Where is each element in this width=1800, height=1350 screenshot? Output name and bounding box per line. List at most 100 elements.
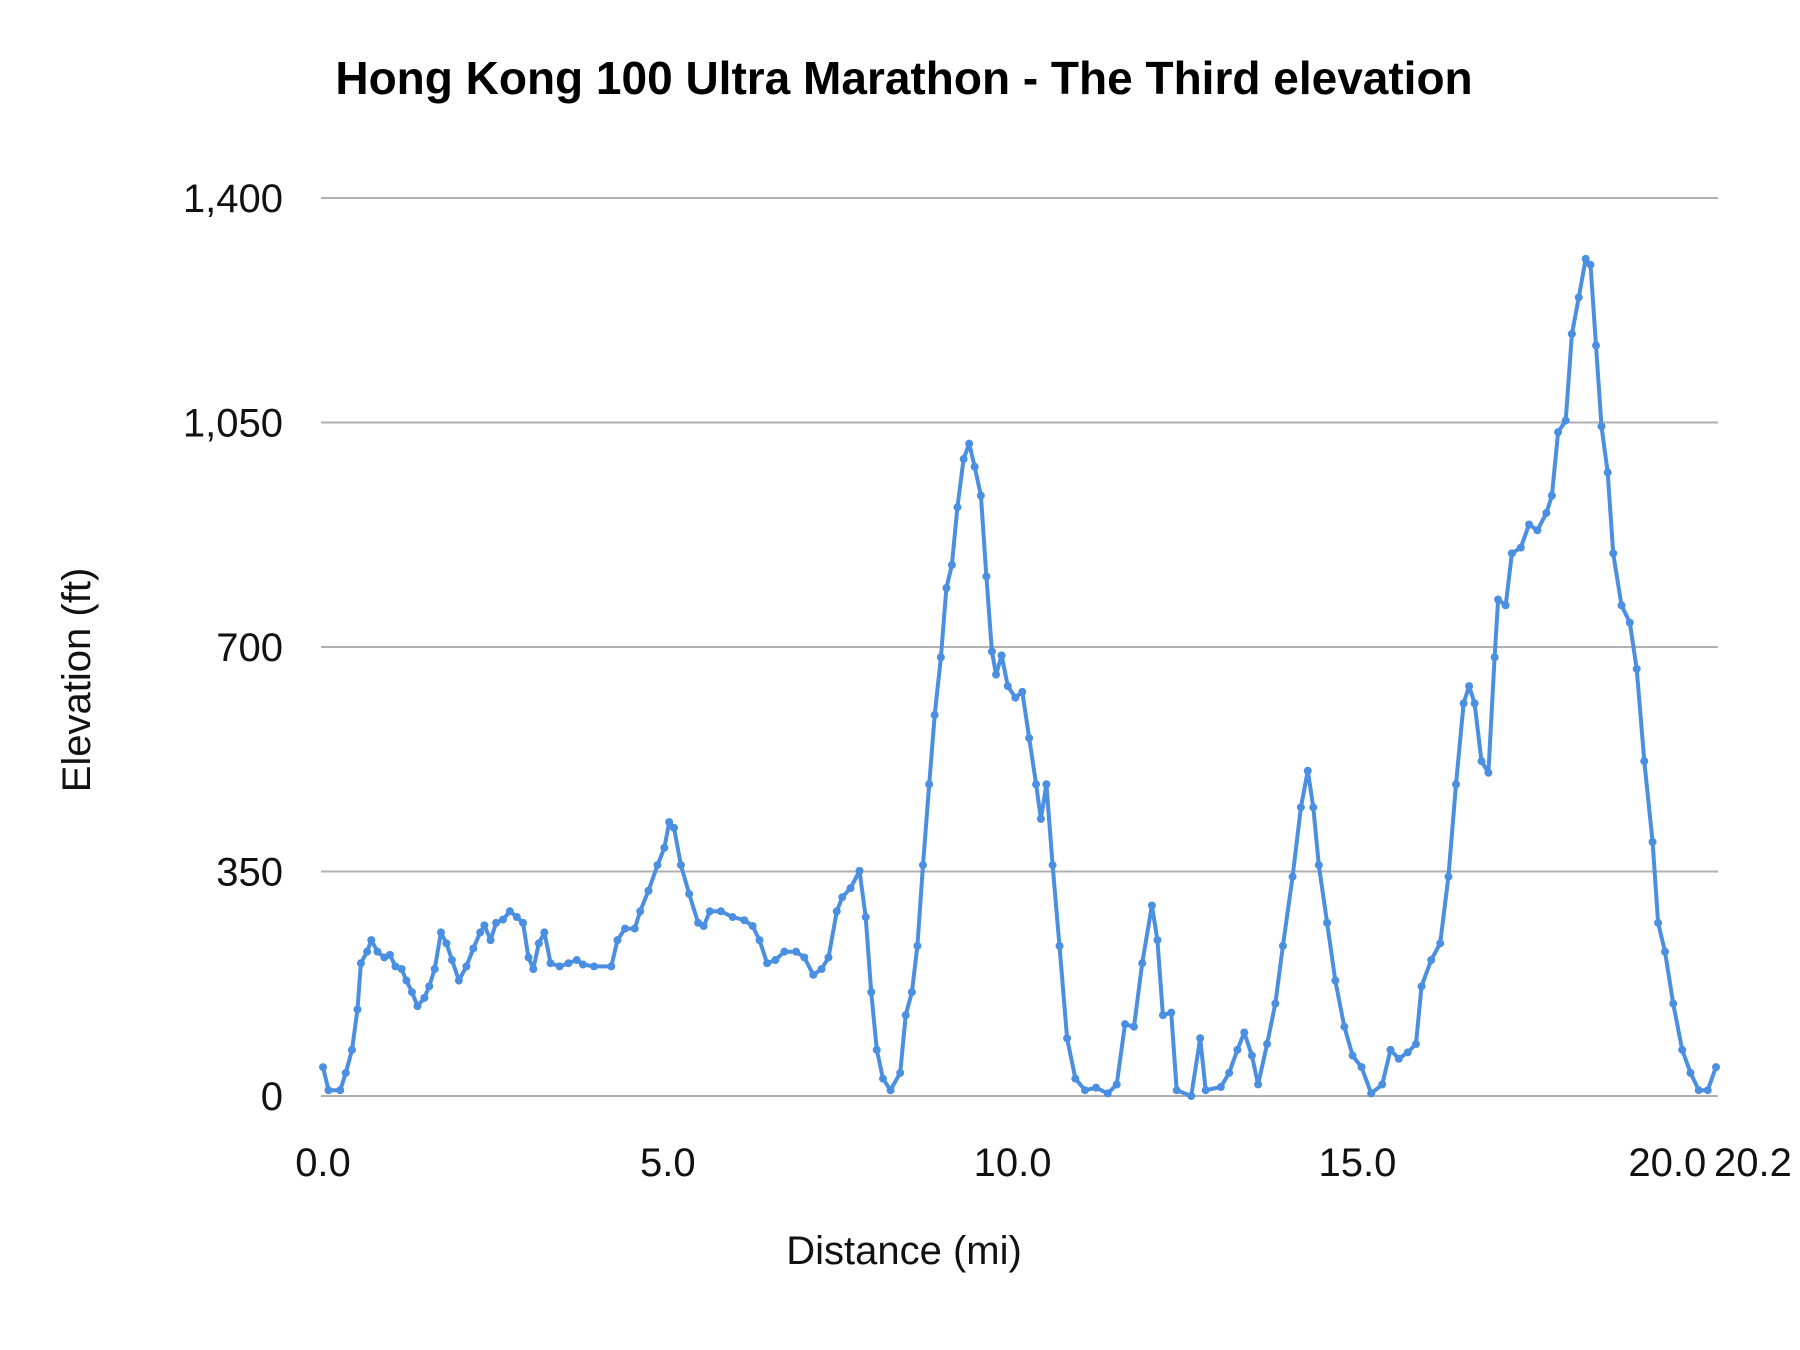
y-tick-label: 700 <box>216 626 283 670</box>
data-point <box>555 962 564 971</box>
data-point <box>1201 1086 1210 1095</box>
data-point <box>1444 872 1453 881</box>
data-point <box>1507 549 1516 558</box>
data-point <box>1547 491 1556 500</box>
data-point <box>1071 1074 1080 1083</box>
y-tick-labels: 0 350 700 1,050 1,400 <box>183 177 283 1119</box>
data-point <box>324 1086 333 1095</box>
data-point <box>1694 1086 1703 1095</box>
data-point <box>809 970 818 979</box>
series-elevation <box>319 254 1720 1100</box>
data-point <box>391 962 400 971</box>
data-point <box>1452 780 1461 789</box>
data-point <box>1278 941 1287 950</box>
data-point <box>407 988 416 997</box>
data-point <box>1138 959 1147 968</box>
x-tick-label: 5.0 <box>640 1141 696 1185</box>
data-point <box>1516 543 1525 552</box>
data-point <box>1561 416 1570 425</box>
data-point <box>319 1063 327 1072</box>
data-point <box>886 1086 895 1095</box>
data-point <box>965 439 974 448</box>
data-point <box>1147 901 1156 910</box>
data-point <box>1586 260 1595 269</box>
data-point <box>1216 1083 1225 1092</box>
data-point <box>1247 1051 1256 1060</box>
data-point <box>613 936 622 945</box>
data-point <box>397 964 406 973</box>
data-point <box>476 928 485 937</box>
data-point <box>442 939 451 948</box>
data-point <box>748 922 757 931</box>
data-point <box>1494 595 1503 604</box>
data-point <box>1112 1080 1121 1089</box>
data-point <box>1271 999 1280 1008</box>
data-point <box>1081 1086 1090 1095</box>
data-point <box>1036 814 1045 823</box>
data-point <box>636 907 645 916</box>
data-point <box>992 670 1001 679</box>
x-tick-label: 20.0 <box>1628 1141 1706 1185</box>
data-point <box>644 886 653 895</box>
data-point <box>572 956 581 965</box>
data-point <box>1669 999 1678 1008</box>
data-point <box>621 924 630 933</box>
data-point <box>792 947 801 956</box>
data-point <box>1240 1028 1249 1037</box>
data-point <box>1533 526 1542 535</box>
data-point <box>1484 768 1493 777</box>
data-point <box>385 950 394 959</box>
data-point <box>1288 872 1297 881</box>
data-point <box>546 959 555 968</box>
data-point <box>1153 936 1162 945</box>
data-point <box>1574 293 1583 302</box>
x-axis-title: Distance (mi) <box>786 1229 1022 1273</box>
data-point <box>936 653 945 662</box>
data-point <box>341 1068 350 1077</box>
data-point <box>930 710 939 719</box>
data-point <box>367 936 376 945</box>
data-point <box>953 503 962 512</box>
data-point <box>755 936 764 945</box>
data-point <box>925 780 934 789</box>
data-point <box>347 1045 356 1054</box>
data-point <box>1011 693 1020 702</box>
data-point <box>1686 1068 1695 1077</box>
data-point <box>1394 1054 1403 1063</box>
data-point <box>1048 861 1057 870</box>
data-point <box>685 889 694 898</box>
data-point <box>1490 653 1499 662</box>
data-point <box>486 936 495 945</box>
data-point <box>1296 803 1305 812</box>
data-point <box>913 941 922 950</box>
data-point <box>1660 947 1669 956</box>
data-point <box>1567 329 1576 338</box>
data-point <box>740 916 749 925</box>
data-point <box>1357 1063 1366 1072</box>
data-point <box>1196 1034 1205 1043</box>
data-point <box>1025 734 1034 743</box>
data-point <box>1348 1051 1357 1060</box>
data-point <box>1003 682 1012 691</box>
data-point <box>1640 757 1649 766</box>
data-point <box>1603 468 1612 477</box>
data-point <box>469 944 478 953</box>
data-point <box>336 1086 345 1095</box>
data-point <box>1525 520 1534 529</box>
data-point <box>665 818 674 827</box>
data-point <box>630 924 639 933</box>
data-point <box>1703 1086 1712 1095</box>
data-point <box>1225 1068 1234 1077</box>
data-point <box>1309 803 1318 812</box>
data-point <box>896 1068 905 1077</box>
data-point <box>1063 1034 1072 1043</box>
data-point <box>846 884 855 893</box>
data-point <box>518 918 527 927</box>
data-point <box>1367 1089 1376 1098</box>
data-point <box>1121 1020 1130 1029</box>
data-point <box>462 962 471 971</box>
data-point <box>1378 1080 1387 1089</box>
data-point <box>1233 1045 1242 1054</box>
data-point <box>1470 699 1479 708</box>
